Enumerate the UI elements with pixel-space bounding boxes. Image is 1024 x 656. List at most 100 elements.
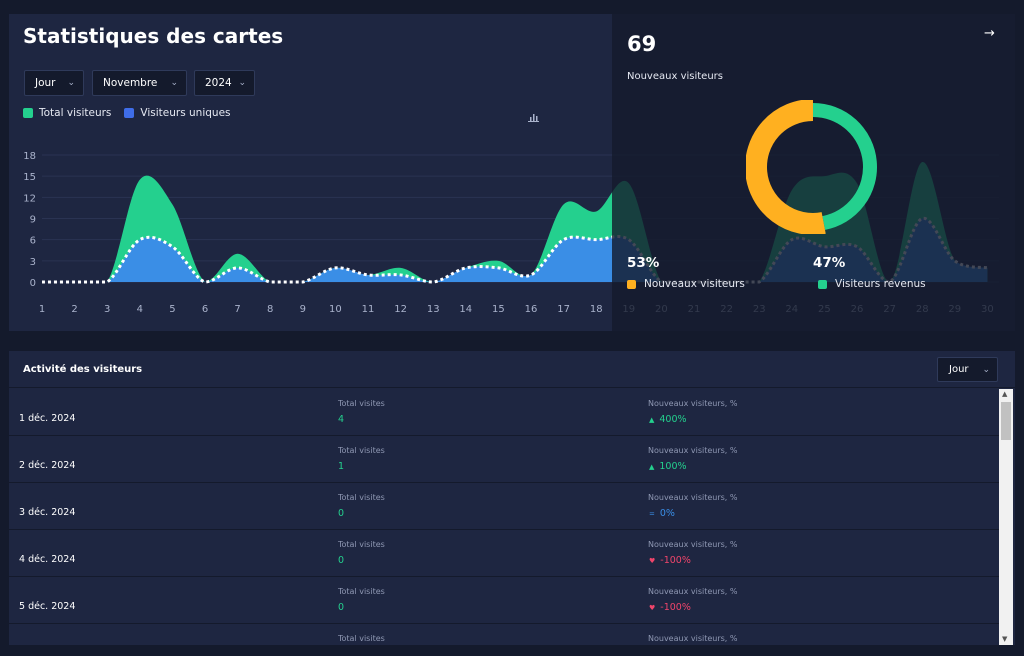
trend-percent: -100% — [660, 602, 691, 613]
visits-value: 4 — [338, 414, 345, 425]
trend-percent: 100% — [659, 461, 687, 472]
y-tick-label: 3 — [30, 257, 36, 268]
scrollbar[interactable]: ▲ ▼ — [999, 389, 1013, 645]
arrow-right-icon[interactable]: → — [984, 26, 995, 41]
returning-visitors-percent: 47% — [813, 255, 846, 271]
bar-chart-icon[interactable] — [528, 112, 539, 125]
x-tick-label: 17 — [557, 304, 570, 315]
trend-percent: 400% — [659, 414, 687, 425]
page-title: Statistiques des cartes — [23, 24, 284, 48]
chart-legend: Total visiteurs Visiteurs uniques — [23, 107, 237, 119]
legend-swatch-returning — [818, 279, 827, 289]
period-select[interactable]: Jour ⌄ — [24, 70, 84, 96]
trend-down-icon: ♥ — [649, 603, 656, 612]
new-visitors-count: 69 — [627, 32, 657, 56]
new-visitors-col-label: Nouveaux visiteurs, % — [648, 587, 738, 596]
series-line-unique — [42, 216, 988, 284]
visits-label: Total visites — [338, 446, 385, 455]
scroll-thumb[interactable] — [1001, 402, 1011, 440]
legend-item-unique[interactable]: Visiteurs uniques — [124, 107, 231, 119]
visits-value: 1 — [338, 461, 345, 472]
activity-list: 1 déc. 2024 Total visites 4 Nouveaux visite… — [9, 389, 999, 645]
y-tick-label: 6 — [30, 236, 36, 247]
legend-swatch-total — [23, 108, 33, 118]
new-visitors-col-label: Nouveaux visiteurs, % — [648, 399, 738, 408]
y-tick-label: 15 — [23, 172, 36, 183]
table-row: 3 déc. 2024 Total visites 0 Nouveaux visite… — [9, 483, 999, 530]
trend-value: ♥ -100% — [649, 555, 691, 566]
visits-value: 0 — [338, 602, 345, 613]
row-date: 4 déc. 2024 — [19, 554, 76, 565]
x-tick-label: 2 — [71, 304, 77, 315]
chevron-down-icon: ⌄ — [67, 78, 75, 88]
period-select-value: Jour — [35, 77, 56, 89]
year-select-value: 2024 — [205, 77, 232, 89]
x-tick-label: 16 — [525, 304, 538, 315]
legend-label-unique: Visiteurs uniques — [140, 107, 231, 119]
activity-period-select[interactable]: Jour ⌄ — [937, 357, 998, 382]
scroll-down-icon[interactable]: ▼ — [1002, 635, 1008, 643]
legend-label-total: Total visiteurs — [39, 107, 112, 119]
donut-slice-returning — [812, 103, 877, 230]
trend-value: ▲ 100% — [649, 461, 687, 472]
table-row: 5 déc. 2024 Total visites 0 Nouveaux visite… — [9, 577, 999, 624]
x-tick-label: 12 — [394, 304, 407, 315]
trend-up-icon: ▲ — [649, 415, 655, 424]
trend-percent: -100% — [660, 555, 691, 566]
x-tick-label: 7 — [234, 304, 240, 315]
x-tick-label: 5 — [169, 304, 175, 315]
chevron-down-icon: ⌄ — [170, 78, 178, 88]
x-tick-label: 11 — [362, 304, 375, 315]
y-tick-label: 0 — [30, 278, 36, 289]
visits-value: 0 — [338, 508, 345, 519]
x-tick-label: 3 — [104, 304, 110, 315]
x-tick-label: 14 — [459, 304, 472, 315]
table-row: 4 déc. 2024 Total visites 0 Nouveaux visite… — [9, 530, 999, 577]
x-tick-label: 6 — [202, 304, 208, 315]
legend-swatch-new — [627, 279, 636, 289]
trend-percent: 0% — [659, 508, 675, 519]
chevron-down-icon: ⌄ — [982, 364, 990, 375]
table-row: 2 déc. 2024 Total visites 1 Nouveaux visite… — [9, 436, 999, 483]
year-select[interactable]: 2024 ⌄ — [194, 70, 255, 96]
legend-item-total[interactable]: Total visiteurs — [23, 107, 111, 119]
visits-label: Total visites — [338, 399, 385, 408]
trend-value: ▲ 400% — [649, 414, 687, 425]
y-tick-label: 9 — [30, 215, 36, 226]
x-tick-label: 9 — [300, 304, 306, 315]
legend-item-returning: Visiteurs revenus — [818, 278, 926, 290]
x-tick-label: 8 — [267, 304, 273, 315]
legend-label-returning: Visiteurs revenus — [835, 278, 926, 290]
new-visitors-percent: 53% — [627, 255, 660, 271]
visitors-donut-chart — [746, 100, 877, 234]
legend-item-new: Nouveaux visiteurs — [627, 278, 745, 290]
x-tick-label: 10 — [329, 304, 342, 315]
row-date: 5 déc. 2024 — [19, 601, 76, 612]
donut-slice-new — [746, 100, 826, 234]
month-select-value: Novembre — [103, 77, 158, 89]
legend-label-new: Nouveaux visiteurs — [644, 278, 745, 290]
x-tick-label: 1 — [39, 304, 45, 315]
trend-value: ♥ -100% — [649, 602, 691, 613]
x-tick-label: 15 — [492, 304, 505, 315]
new-visitors-col-label: Nouveaux visiteurs, % — [648, 634, 738, 643]
chevron-down-icon: ⌄ — [238, 78, 246, 88]
scroll-up-icon[interactable]: ▲ — [1002, 390, 1008, 398]
trend-down-icon: ♥ — [649, 556, 656, 565]
visits-label: Total visites — [338, 587, 385, 596]
y-tick-label: 18 — [23, 151, 36, 162]
new-visitors-col-label: Nouveaux visiteurs, % — [648, 493, 738, 502]
row-date: 1 déc. 2024 — [19, 413, 76, 424]
month-select[interactable]: Novembre ⌄ — [92, 70, 187, 96]
visits-label: Total visites — [338, 634, 385, 643]
table-row: 1 déc. 2024 Total visites 4 Nouveaux visite… — [9, 389, 999, 436]
legend-swatch-unique — [124, 108, 135, 118]
x-tick-label: 13 — [427, 304, 440, 315]
new-visitors-panel: 69 Nouveaux visiteurs → 53% 47% Nouveaux… — [612, 14, 1015, 331]
table-row: Total visites Nouveaux visiteurs, % — [9, 624, 999, 645]
trend-up-icon: ▲ — [649, 462, 655, 471]
x-tick-label: 18 — [590, 304, 603, 315]
visits-label: Total visites — [338, 493, 385, 502]
new-visitors-col-label: Nouveaux visiteurs, % — [648, 540, 738, 549]
activity-title: Activité des visiteurs — [23, 364, 143, 375]
